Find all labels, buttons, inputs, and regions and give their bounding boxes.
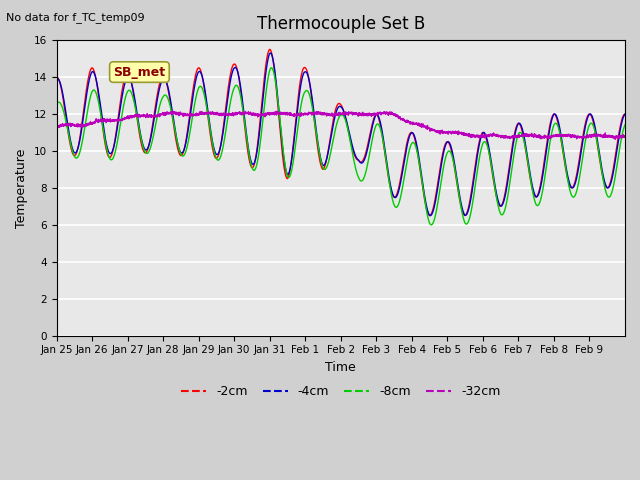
X-axis label: Time: Time — [325, 361, 356, 374]
Text: No data for f_TC_temp09: No data for f_TC_temp09 — [6, 12, 145, 23]
Legend: -2cm, -4cm, -8cm, -32cm: -2cm, -4cm, -8cm, -32cm — [176, 380, 505, 403]
Title: Thermocouple Set B: Thermocouple Set B — [257, 15, 425, 33]
Y-axis label: Temperature: Temperature — [15, 148, 28, 228]
Text: SB_met: SB_met — [113, 66, 166, 79]
